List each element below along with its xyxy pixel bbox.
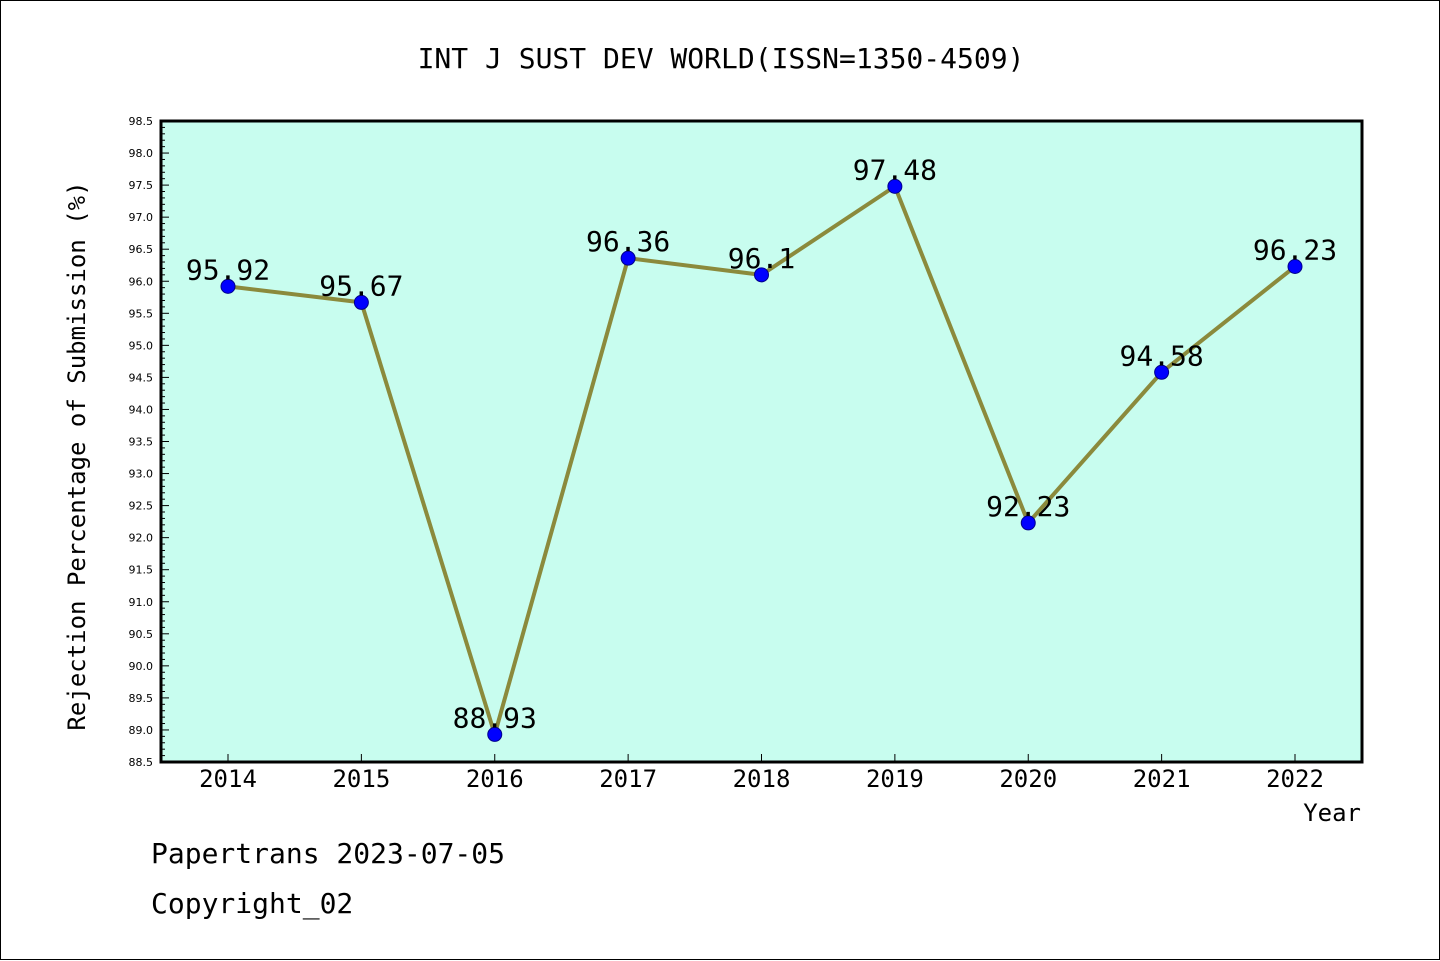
y-tick-label: 88.5 — [129, 756, 154, 769]
x-tick-label: 2018 — [733, 765, 791, 793]
x-axis: 2014 2015 2016 2017 2018 2019 2020 2021 2022 — [199, 754, 1324, 793]
data-point — [754, 267, 769, 283]
data-label: 88.93 — [453, 701, 537, 734]
chart-title: INT J SUST DEV WORLD(ISSN=1350-4509) — [418, 42, 1025, 75]
data-point — [1154, 364, 1170, 380]
x-tick-label: 2014 — [199, 765, 257, 793]
y-tick-label: 89.0 — [129, 724, 154, 737]
y-tick-label: 90.0 — [129, 660, 154, 673]
footer-copyright: Copyright_02 — [151, 887, 354, 920]
y-tick-label: 95.0 — [129, 339, 154, 352]
y-tick-label: 90.5 — [129, 628, 154, 641]
y-tick-label: 94.0 — [129, 403, 154, 416]
y-tick-label: 97.0 — [129, 211, 154, 224]
x-axis-label: Year — [1303, 799, 1361, 827]
plot-area — [159, 119, 1364, 764]
data-point — [353, 294, 369, 310]
x-tick-label: 2022 — [1266, 765, 1324, 793]
y-tick-label: 98.5 — [129, 115, 154, 128]
data-point — [620, 250, 636, 266]
y-tick-label: 92.0 — [129, 532, 154, 545]
data-point — [1020, 515, 1036, 531]
footer-date: Papertrans 2023-07-05 — [151, 837, 506, 870]
x-tick-label: 2021 — [1133, 765, 1191, 793]
data-point — [887, 178, 903, 194]
x-tick-label: 2020 — [999, 765, 1057, 793]
data-series: 95.92 95.67 88.93 96.36 96.1 97.48 92.23 94.58 9… — [186, 153, 1337, 742]
y-tick-label: 96.5 — [129, 243, 154, 256]
data-label: 96.23 — [1253, 234, 1337, 267]
y-tick-label: 95.5 — [129, 307, 154, 320]
x-tick-label: 2015 — [332, 765, 390, 793]
data-point — [487, 726, 503, 742]
y-tick-label: 96.0 — [129, 275, 154, 288]
data-label: 95.67 — [319, 269, 403, 302]
data-label: 94.58 — [1119, 339, 1203, 372]
y-tick-label: 94.5 — [129, 371, 154, 384]
data-point — [220, 278, 236, 294]
y-tick-label: 97.5 — [129, 179, 154, 192]
y-tick-label: 93.5 — [129, 436, 154, 449]
y-tick-label: 89.5 — [129, 692, 154, 705]
x-tick-label: 2016 — [466, 765, 524, 793]
data-label: 96.1 — [728, 242, 795, 275]
x-tick-label: 2019 — [866, 765, 924, 793]
data-label: 97.48 — [853, 153, 937, 186]
x-tick-label: 2017 — [599, 765, 657, 793]
y-axis: 88.5 89.0 89.5 90.0 90.5 91.0 91.5 92.0 92.5 93.0… — [129, 115, 169, 769]
y-tick-label: 93.0 — [129, 468, 154, 481]
y-tick-label: 98.0 — [129, 147, 154, 160]
data-point — [1287, 259, 1303, 275]
y-axis-label: Rejection Percentage of Submission (%) — [63, 181, 91, 730]
y-tick-label: 92.5 — [129, 500, 154, 513]
y-tick-label: 91.5 — [129, 564, 154, 577]
y-tick-label: 91.0 — [129, 596, 154, 609]
data-label: 95.92 — [186, 253, 270, 286]
data-label: 96.36 — [586, 225, 670, 258]
data-label: 92.23 — [986, 490, 1070, 523]
